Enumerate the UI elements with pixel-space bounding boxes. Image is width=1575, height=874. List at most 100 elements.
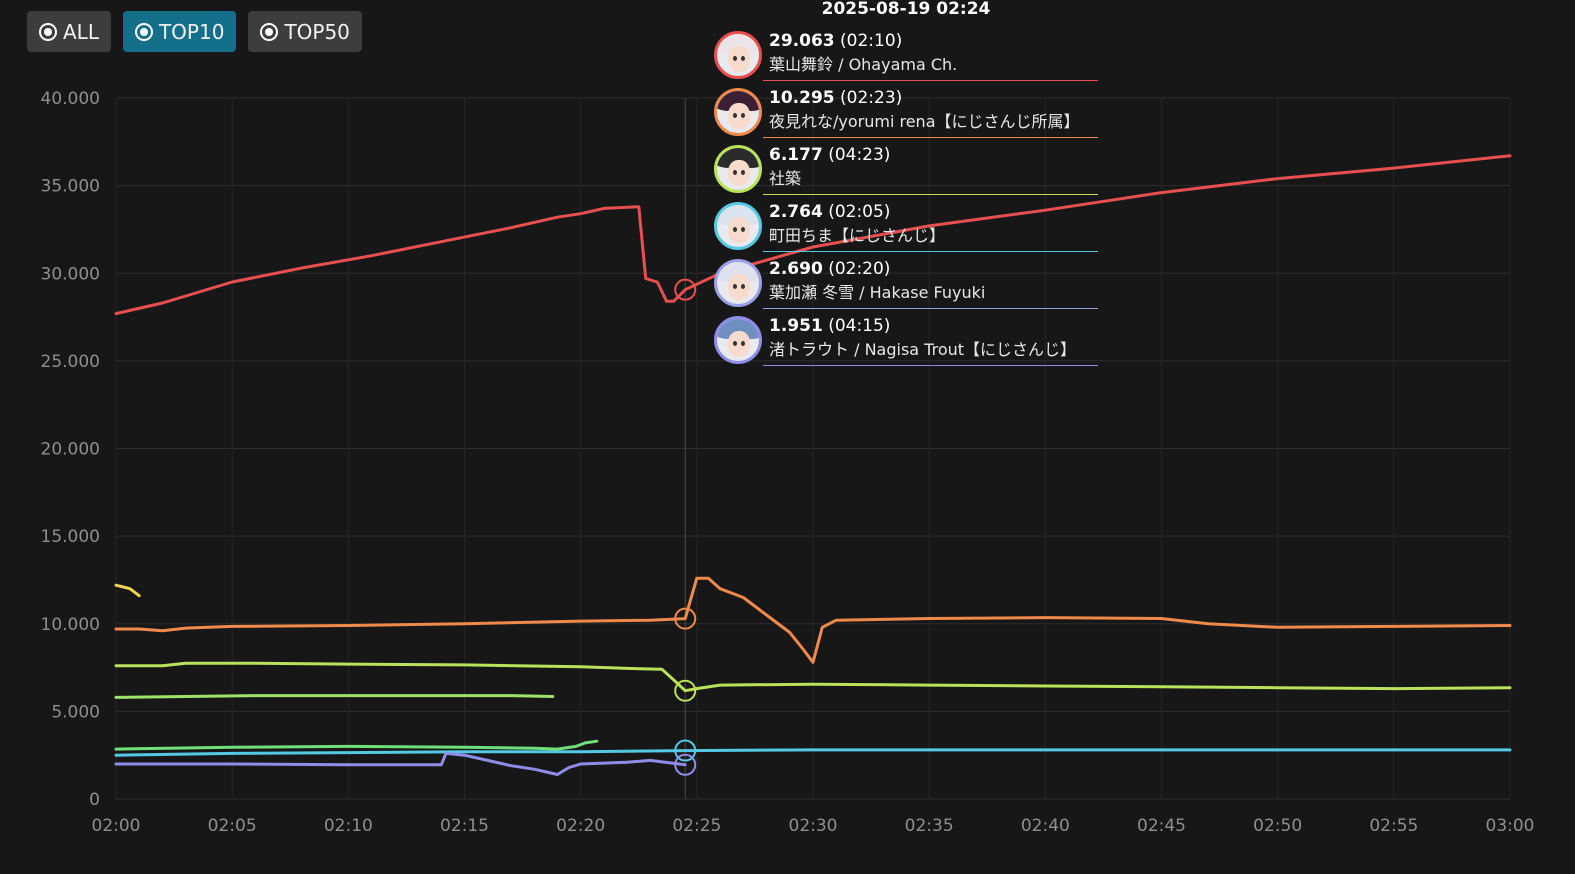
avatar-face [728,46,750,72]
avatar [714,145,762,193]
chart-series [114,154,1512,776]
avatar-eye [741,56,745,61]
x-tick-label: 02:10 [324,816,373,836]
filter-top10-button[interactable]: TOP10 [122,11,237,52]
avatar-hair [717,34,759,54]
series-color-underline [763,251,1098,252]
avatar-face [728,103,750,129]
y-axis-labels: 0 5.000 10.000 15.000 20.000 25.000 30.000 35.0… [41,89,100,810]
series-line [114,576,1512,664]
x-tick-label: 03:00 [1486,816,1535,836]
viewer-count-line: 1.951 (04:15) [769,316,890,336]
ranking-filter-group: ALL TOP10 TOP50 [27,11,362,52]
channel-name: 葉加瀬 冬雪 / Hakase Fuyuki [769,283,986,302]
x-axis-labels: 02:00 02:05 02:10 02:15 02:20 02:25 02:30 02:35… [92,816,1535,836]
y-tick-label: 40.000 [41,89,100,109]
x-tick-label: 02:40 [1021,816,1070,836]
y-tick-label: 5.000 [51,702,100,722]
viewer-count-line: 29.063 (02:10) [769,31,902,51]
avatar-eye [733,56,737,61]
hover-point-marker [674,278,697,301]
tooltip-row[interactable]: 1.951 (04:15) 渚トラウト / Nagisa Trout【にじさんじ】 [713,315,1099,372]
channel-name: 葉山舞鈴 / Ohayama Ch. [769,55,958,74]
avatar-eye [741,170,745,175]
series-color-underline [763,80,1098,81]
avatar-eye [733,341,737,346]
avatar-eye [741,113,745,118]
viewer-count-line: 2.764 (02:05) [769,202,890,222]
y-tick-label: 35.000 [41,177,100,197]
radio-icon [260,22,279,41]
chart-grid [115,97,1511,800]
tooltip-row[interactable]: 10.295 (02:23) 夜見れな/yorumi rena【にじさんじ所属】 [713,87,1099,144]
viewer-count-line: 2.690 (02:20) [769,259,890,279]
series-color-underline [763,365,1098,366]
avatar-hair [717,319,759,339]
avatar-eye [733,284,737,289]
avatar-eye [741,227,745,232]
avatar-face [728,331,750,357]
avatar-eye [733,170,737,175]
avatar [714,88,762,136]
series-line [114,661,1512,693]
channel-name: 社築 [769,169,802,188]
filter-all-button[interactable]: ALL [27,11,111,52]
avatar-hair [717,91,759,111]
peak-time: (04:15) [828,316,891,336]
x-tick-label: 02:50 [1253,816,1302,836]
tooltip-row[interactable]: 29.063 (02:10) 葉山舞鈴 / Ohayama Ch. [713,30,1099,87]
series-line [114,748,1512,757]
avatar-face [728,160,750,186]
y-tick-label: 0 [89,790,100,810]
y-tick-label: 10.000 [41,615,100,635]
viewer-count-line: 10.295 (02:23) [769,88,902,108]
x-tick-label: 02:45 [1137,816,1186,836]
avatar-face [728,274,750,300]
hover-point-marker [674,753,697,776]
y-tick-label: 30.000 [41,264,100,284]
series-line [114,583,141,598]
x-tick-label: 02:30 [789,816,838,836]
peak-time: (02:10) [840,31,903,51]
viewer-count: 2.764 [769,202,823,222]
avatar-eye [733,113,737,118]
series-color-underline [763,137,1098,138]
filter-top10-label: TOP10 [158,19,225,44]
x-tick-label: 02:35 [905,816,954,836]
filter-top50-label: TOP50 [284,19,350,44]
peak-time: (02:23) [840,88,903,108]
series-line [114,694,555,699]
y-tick-label: 20.000 [41,440,100,460]
x-tick-label: 02:55 [1369,816,1418,836]
series-line [114,751,687,776]
x-tick-label: 02:20 [556,816,605,836]
hover-point-marker [674,679,697,702]
tooltip-row[interactable]: 2.690 (02:20) 葉加瀬 冬雪 / Hakase Fuyuki [713,258,1099,315]
radio-icon [134,22,153,41]
filter-all-label: ALL [63,19,99,44]
x-tick-label: 02:00 [92,816,141,836]
avatar-eye [741,341,745,346]
viewer-count: 10.295 [769,88,835,108]
y-tick-label: 25.000 [41,352,100,372]
avatar [714,259,762,307]
avatar-hair [717,148,759,168]
tooltip-row[interactable]: 6.177 (04:23) 社築 [713,144,1099,201]
filter-top50-button[interactable]: TOP50 [248,11,362,52]
radio-icon [39,22,57,41]
avatar-face [728,217,750,243]
peak-time: (04:23) [828,145,891,165]
viewer-count: 6.177 [769,145,823,165]
channel-name: 渚トラウト / Nagisa Trout【にじさんじ】 [769,340,1077,359]
avatar-hair [717,205,759,225]
tooltip-row[interactable]: 2.764 (02:05) 町田ちま【にじさんじ】 [713,201,1099,258]
tooltip-rows: 29.063 (02:10) 葉山舞鈴 / Ohayama Ch. 10.295 (… [713,30,1099,372]
avatar-hair [717,262,759,282]
x-tick-label: 02:15 [440,816,489,836]
hover-point-marker [674,607,697,630]
series-line [114,154,1512,316]
viewer-count: 1.951 [769,316,823,336]
tooltip-time: 2025-08-19 02:24 [821,0,991,19]
